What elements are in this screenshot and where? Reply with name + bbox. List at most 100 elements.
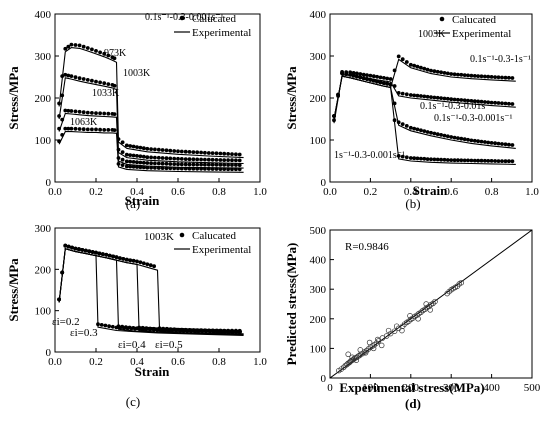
series-label: εi=0.5	[155, 339, 183, 351]
annotation: 1s⁻¹-0.3-0.001s⁻¹	[334, 150, 405, 161]
calculated-point	[392, 101, 397, 106]
y-tick-label: 300	[310, 51, 327, 63]
calculated-point	[131, 326, 136, 330]
calculated-point	[483, 158, 487, 163]
calculated-point	[222, 158, 227, 163]
calculated-point	[404, 124, 409, 128]
calculated-point	[128, 164, 133, 169]
calculated-point	[237, 167, 242, 172]
calculated-point	[102, 51, 107, 56]
series-1	[57, 243, 244, 337]
x-tick-label: 0.4	[130, 356, 144, 368]
x-tick-label: 200	[403, 382, 420, 394]
x-tick-label: 0.8	[212, 356, 226, 368]
calculated-point	[176, 166, 180, 171]
legend-calculated-label: Calucated	[192, 230, 236, 242]
calculated-point	[226, 328, 231, 333]
calculated-point	[412, 156, 417, 161]
y-tick-label: 100	[310, 135, 327, 147]
calculated-point	[102, 111, 107, 116]
series-2	[57, 72, 244, 165]
annotation: 0.1s⁻¹-0.3-0.001s⁻¹	[145, 12, 224, 23]
calculated-point	[97, 251, 102, 256]
calculated-point	[94, 127, 98, 132]
calculated-point	[191, 157, 196, 162]
calculated-point	[73, 109, 78, 114]
calculated-point	[392, 118, 397, 123]
calculated-point	[486, 74, 491, 79]
calculated-point	[145, 155, 150, 160]
calculated-point	[141, 146, 146, 151]
calculated-point	[199, 166, 204, 171]
calculated-point	[210, 157, 215, 162]
series-4	[57, 126, 244, 173]
calculated-point	[435, 157, 440, 162]
calculated-point	[462, 98, 467, 103]
y-tick-label: 0	[321, 373, 327, 385]
plot-data	[332, 54, 516, 165]
calculated-point	[63, 108, 68, 113]
calculated-point	[449, 135, 454, 139]
calculated-point	[172, 166, 177, 171]
calculated-point	[214, 151, 219, 156]
calculated-point	[63, 46, 68, 51]
calculated-point	[419, 156, 423, 161]
scatter-point	[407, 313, 413, 319]
calculated-point	[104, 252, 109, 257]
series-3	[57, 243, 244, 335]
annotation: 973K	[104, 48, 127, 59]
x-tick-label: 1.0	[525, 186, 539, 198]
calculated-point	[81, 77, 86, 81]
x-tick-label: 0.6	[171, 186, 185, 198]
calculated-point	[432, 95, 437, 100]
x-tick-label: 1.0	[253, 186, 267, 198]
annotation: 0.1s⁻¹-0.3-0.001s⁻¹	[434, 113, 513, 124]
calculated-point	[378, 75, 383, 80]
calculated-point	[479, 99, 484, 104]
calculated-point	[153, 155, 157, 160]
calculated-point	[408, 62, 413, 67]
calculated-point	[476, 139, 480, 144]
calculated-point	[361, 72, 366, 77]
x-tick-label: 0.8	[485, 186, 499, 198]
scatter-point	[427, 307, 433, 313]
calculated-point	[63, 243, 68, 248]
y-tick-label: 300	[310, 284, 327, 296]
calculated-point	[222, 328, 227, 333]
y-tick-label: 200	[35, 93, 52, 105]
calculated-point	[234, 328, 238, 333]
calculated-point	[135, 259, 139, 264]
calculated-point	[156, 161, 161, 166]
calculated-point	[187, 157, 192, 162]
calculated-point	[100, 252, 105, 256]
annotation: 1003K	[123, 68, 151, 79]
calculated-point	[172, 149, 177, 153]
plot-frame	[329, 229, 533, 379]
calculated-point	[412, 63, 417, 68]
scatter-point	[385, 327, 392, 334]
calculated-point	[87, 249, 92, 254]
calculated-point	[80, 248, 85, 252]
calculated-point	[172, 156, 177, 161]
calculated-point	[124, 257, 129, 262]
calculated-point	[112, 56, 117, 61]
x-axis-label: Strain	[413, 183, 448, 198]
scatter-point	[357, 347, 364, 353]
calculated-point	[63, 126, 68, 131]
calculated-point	[214, 167, 219, 171]
calculated-point	[195, 328, 200, 332]
calculated-point	[141, 154, 146, 159]
y-tick-label: 100	[35, 135, 52, 147]
calculated-point	[94, 79, 98, 84]
calculated-point	[168, 156, 173, 161]
calculated-point	[507, 142, 511, 147]
calculated-point	[415, 93, 420, 98]
calculated-point	[191, 166, 196, 171]
calculated-point	[120, 163, 125, 168]
calculated-point	[449, 72, 454, 76]
calculated-point	[176, 162, 180, 167]
calculated-point	[107, 324, 111, 329]
calculated-point	[435, 95, 440, 100]
scatter-point	[423, 301, 429, 307]
calculated-point	[222, 167, 227, 172]
